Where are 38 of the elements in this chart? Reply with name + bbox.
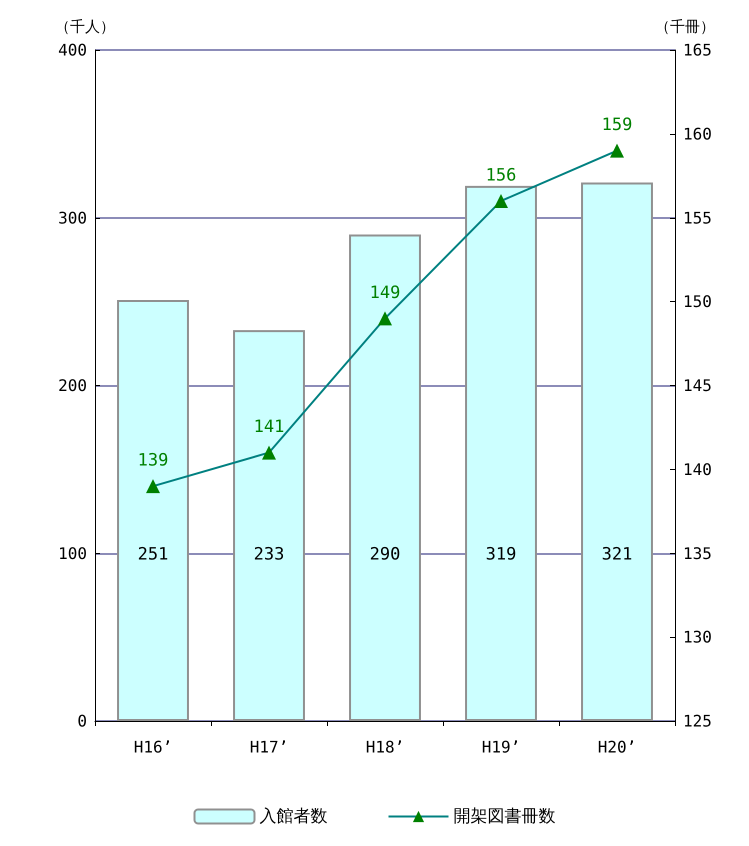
data-label: 290 [370,544,400,564]
x-tick-label: H20’ [598,738,636,756]
y2-tick-label: 165 [683,40,712,60]
bar [465,186,537,721]
y-tick-label: 300 [58,208,87,228]
legend-label: 開架図書冊数 [454,806,556,826]
y-tick-label: 100 [58,544,87,563]
y-axis-title: （千人） [55,18,115,36]
data-label: 233 [254,544,284,564]
y2-axis-title: （千冊） [655,18,715,36]
legend-label: 入館者数 [260,806,328,826]
x-tick-label: H19’ [482,738,520,756]
x-tick-label: H18’ [366,738,404,756]
x-tick-label: H17’ [250,738,288,756]
x-tick-label: H16’ [134,738,172,756]
y2-tick-label: 140 [683,460,712,479]
data-label: 321 [602,544,632,564]
y-tick-label: 400 [58,40,87,60]
y2-tick-label: 160 [683,124,712,144]
data-label: 139 [138,450,168,471]
data-label: 149 [370,282,400,303]
y-tick-label: 0 [77,712,87,730]
y2-tick-label: 155 [683,208,712,228]
data-label: 319 [486,544,516,564]
bar [581,182,653,721]
y-tick-label: 200 [58,376,87,395]
y2-tick-label: 125 [683,712,712,730]
y2-tick-label: 135 [683,544,712,563]
bar [117,300,189,721]
data-label: 251 [138,544,168,564]
bar [233,330,305,721]
y2-tick-label: 130 [683,628,712,647]
y2-tick-label: 150 [683,292,712,312]
bar [349,234,421,721]
y2-tick-label: 145 [683,376,712,395]
data-label: 156 [486,165,516,186]
data-label: 159 [602,115,632,136]
data-label: 141 [254,417,284,438]
